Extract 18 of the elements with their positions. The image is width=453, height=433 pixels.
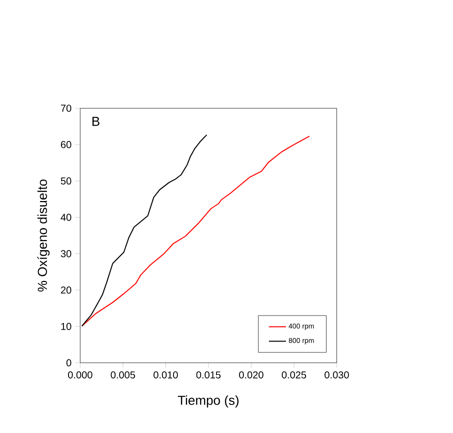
x-tick-label: 0.025 bbox=[282, 371, 306, 378]
y-tick-label: 40 bbox=[60, 214, 72, 221]
y-tick-label: 0 bbox=[66, 359, 72, 366]
x-tick-label: 0.030 bbox=[324, 371, 349, 378]
y-tick-label: 10 bbox=[61, 322, 72, 330]
x-tick-label: 0.005 bbox=[110, 371, 136, 378]
x-axis-title: Tiempo (s) bbox=[178, 395, 239, 408]
y-tick-label: 30 bbox=[60, 250, 72, 258]
x-tick-label: 0.015 bbox=[196, 371, 221, 378]
y-tick-label: 50 bbox=[60, 177, 72, 185]
y-tick-label: 20 bbox=[60, 286, 72, 294]
y-axis-title: % Oxígeno disuelto bbox=[37, 180, 50, 292]
x-tick-label: 0.010 bbox=[154, 371, 178, 378]
x-tick-label: 0.020 bbox=[239, 371, 264, 378]
y-tick-label: 70 bbox=[61, 104, 72, 112]
x-tick-label: 0.000 bbox=[68, 371, 92, 378]
y-tick-label: 60 bbox=[60, 141, 72, 148]
annotation: B bbox=[92, 116, 100, 126]
